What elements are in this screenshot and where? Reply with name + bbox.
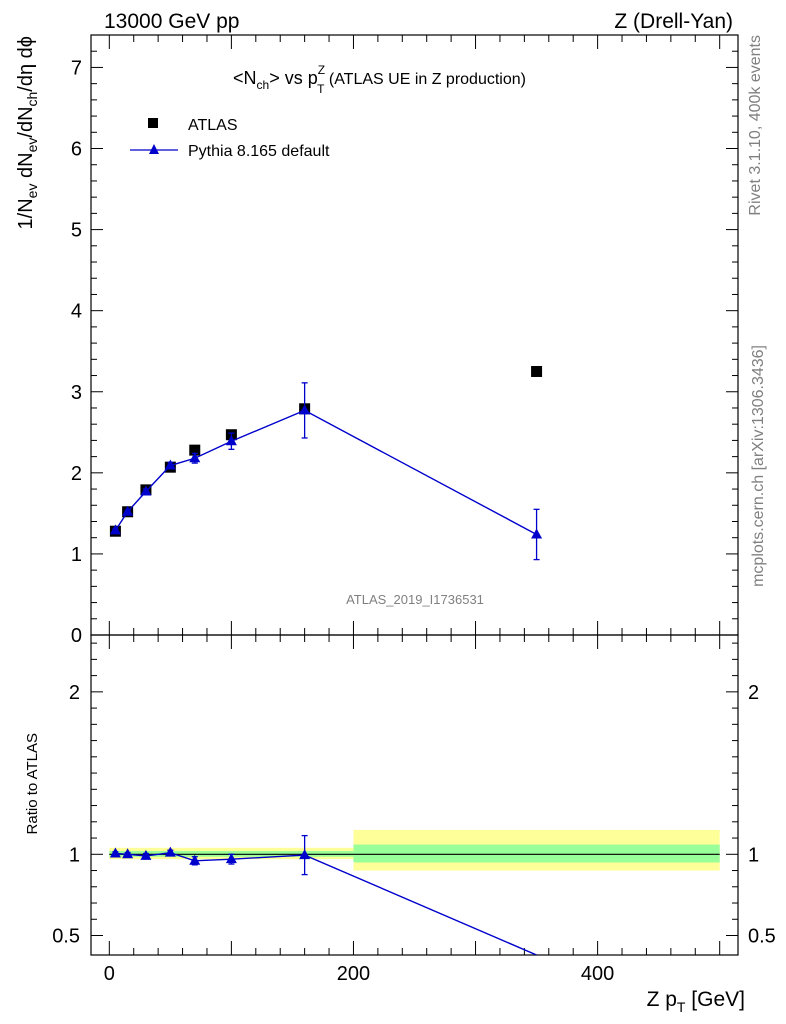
legend-mc-marker bbox=[149, 144, 159, 154]
axis-tick-labels: 0 1 2 3 4 5 6 7 0.5 0.5 1 1 2 2 0 200 400 bbox=[52, 57, 776, 985]
ratio-frame bbox=[90, 634, 739, 956]
main-ytick-label: 6 bbox=[71, 139, 82, 161]
atlas-data-point bbox=[189, 444, 201, 456]
main-ytick-label: 5 bbox=[71, 220, 82, 242]
header-process: Z (Drell-Yan) bbox=[614, 10, 733, 33]
ratio-ytick-label: 1 bbox=[69, 844, 80, 866]
main-plot-area bbox=[109, 365, 543, 561]
main-ytick-label: 4 bbox=[71, 301, 82, 323]
pythia-line bbox=[114, 409, 537, 536]
main-ytick-label: 7 bbox=[71, 57, 82, 79]
pythia-ratio-point bbox=[299, 849, 311, 860]
ratio-ytick-label-right: 2 bbox=[748, 682, 759, 704]
axis-ticks bbox=[91, 35, 738, 955]
atlas-data-point bbox=[531, 365, 543, 377]
pythia-point bbox=[299, 404, 311, 415]
main-ytick-label: 1 bbox=[71, 544, 82, 566]
pythia-ratio-point bbox=[189, 854, 201, 865]
ratio-ytick-label: 0.5 bbox=[52, 926, 80, 948]
pythia-ratio-point bbox=[164, 846, 176, 857]
rivet-version-label: Rivet 3.1.10, 400k events bbox=[747, 35, 764, 216]
pythia-point bbox=[109, 524, 121, 535]
plot-title: <Nch> vs pZ T (ATLAS UE in Z production) bbox=[233, 63, 526, 96]
pythia-point bbox=[122, 505, 134, 516]
ratio-plot-area bbox=[109, 834, 537, 955]
pythia-ratio-point bbox=[140, 849, 152, 860]
ratio-uncertainty-bands bbox=[109, 829, 720, 871]
xtick-label: 0 bbox=[104, 963, 115, 985]
mcplots-label: mcplots.cern.ch [arXiv:1306.3436] bbox=[750, 345, 767, 587]
analysis-watermark: ATLAS_2019_I1736531 bbox=[346, 592, 484, 607]
pythia-point bbox=[189, 452, 201, 463]
pythia-ratio-point bbox=[122, 848, 134, 859]
pythia-ratio-point bbox=[225, 853, 237, 864]
main-ytick-label: 0 bbox=[71, 625, 82, 647]
legend-data-marker bbox=[148, 118, 158, 128]
xtick-label: 400 bbox=[581, 963, 614, 985]
pythia-point bbox=[140, 485, 152, 496]
main-ytick-label: 3 bbox=[71, 382, 82, 404]
ratio-ytick-label: 2 bbox=[69, 682, 80, 704]
pythia-point bbox=[225, 435, 237, 446]
pythia-point bbox=[164, 459, 176, 470]
pythia-ratio-point bbox=[109, 847, 121, 858]
ratio-ytick-label-right: 0.5 bbox=[748, 926, 776, 948]
main-y-axis-label: 1/Nev dNev/dNch/dη dϕ bbox=[15, 36, 40, 229]
header-energy: 13000 GeV pp bbox=[104, 10, 239, 33]
xtick-label: 200 bbox=[337, 963, 370, 985]
legend-data-label: ATLAS bbox=[188, 117, 238, 134]
ratio-y-axis-label: Ratio to ATLAS bbox=[24, 733, 41, 834]
main-ytick-label: 2 bbox=[71, 463, 82, 485]
pythia-point bbox=[531, 528, 543, 539]
legend: ATLAS Pythia 8.165 default bbox=[130, 117, 330, 160]
ratio-ytick-label-right: 1 bbox=[748, 844, 759, 866]
ratio-band-inner bbox=[353, 844, 720, 863]
x-axis-label: Z pT [GeV] bbox=[647, 988, 745, 1015]
legend-mc-label: Pythia 8.165 default bbox=[188, 143, 330, 160]
